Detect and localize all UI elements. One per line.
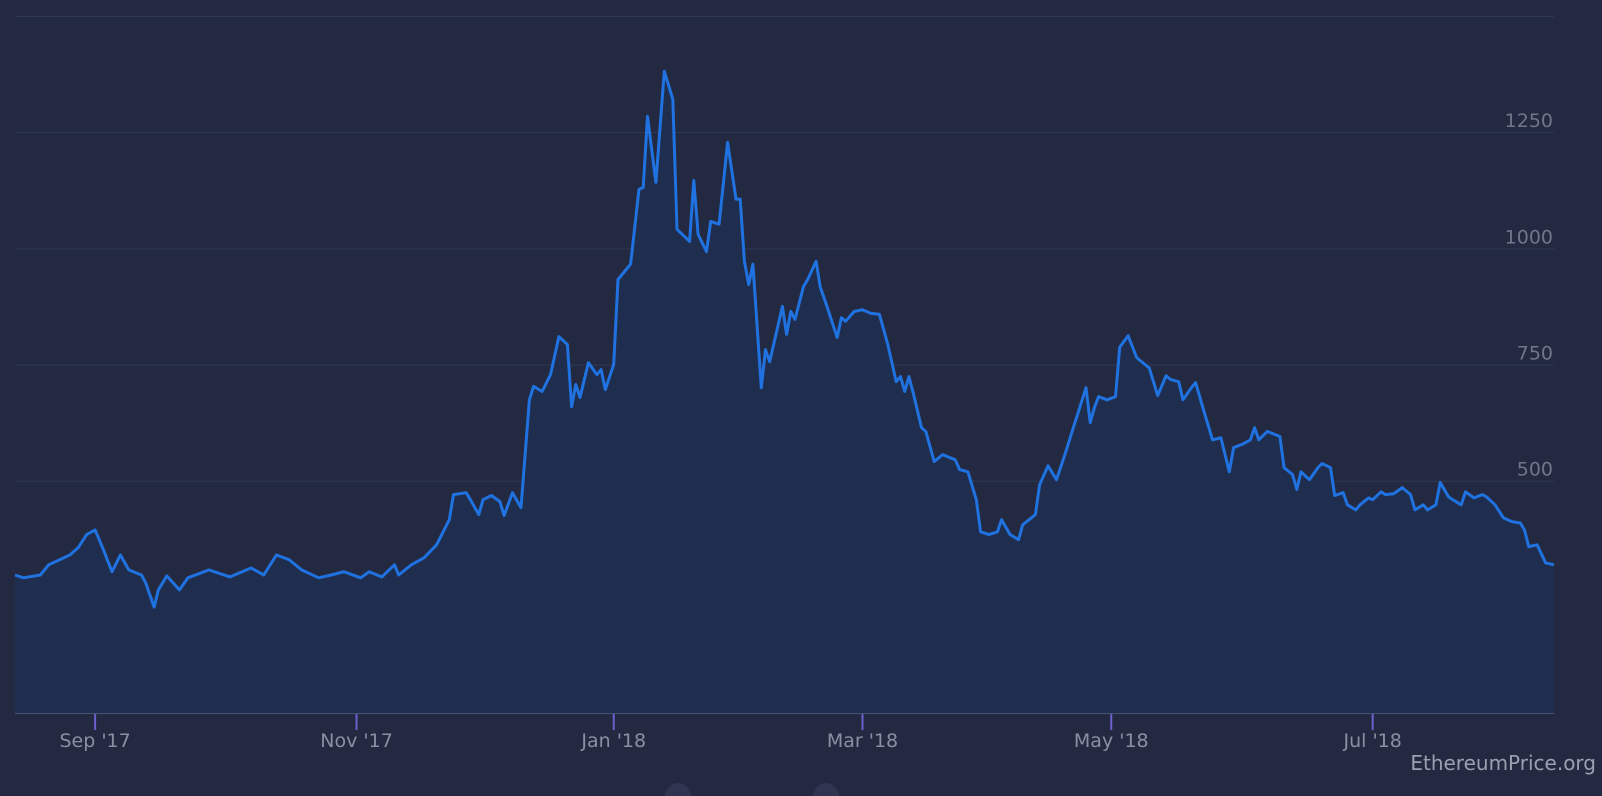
x-tick-label: May '18 — [1074, 730, 1149, 752]
x-tick-label: Nov '17 — [320, 730, 393, 752]
watermark: EthereumPrice.org — [1410, 751, 1596, 775]
legend-icon — [665, 783, 691, 796]
y-tick-label: 1000 — [1505, 226, 1553, 248]
y-tick-label: 750 — [1517, 343, 1553, 365]
x-tick-label: Sep '17 — [59, 730, 130, 752]
price-line — [14, 69, 1555, 609]
area-fill — [15, 71, 1554, 714]
y-tick-label: 1250 — [1505, 110, 1553, 132]
x-tick-label: Jan '18 — [580, 730, 646, 752]
x-tick-label: Jul '18 — [1343, 730, 1402, 752]
x-tick-label: Mar '18 — [827, 730, 898, 752]
legend-icon — [813, 783, 839, 796]
y-tick-label: 500 — [1517, 459, 1553, 481]
